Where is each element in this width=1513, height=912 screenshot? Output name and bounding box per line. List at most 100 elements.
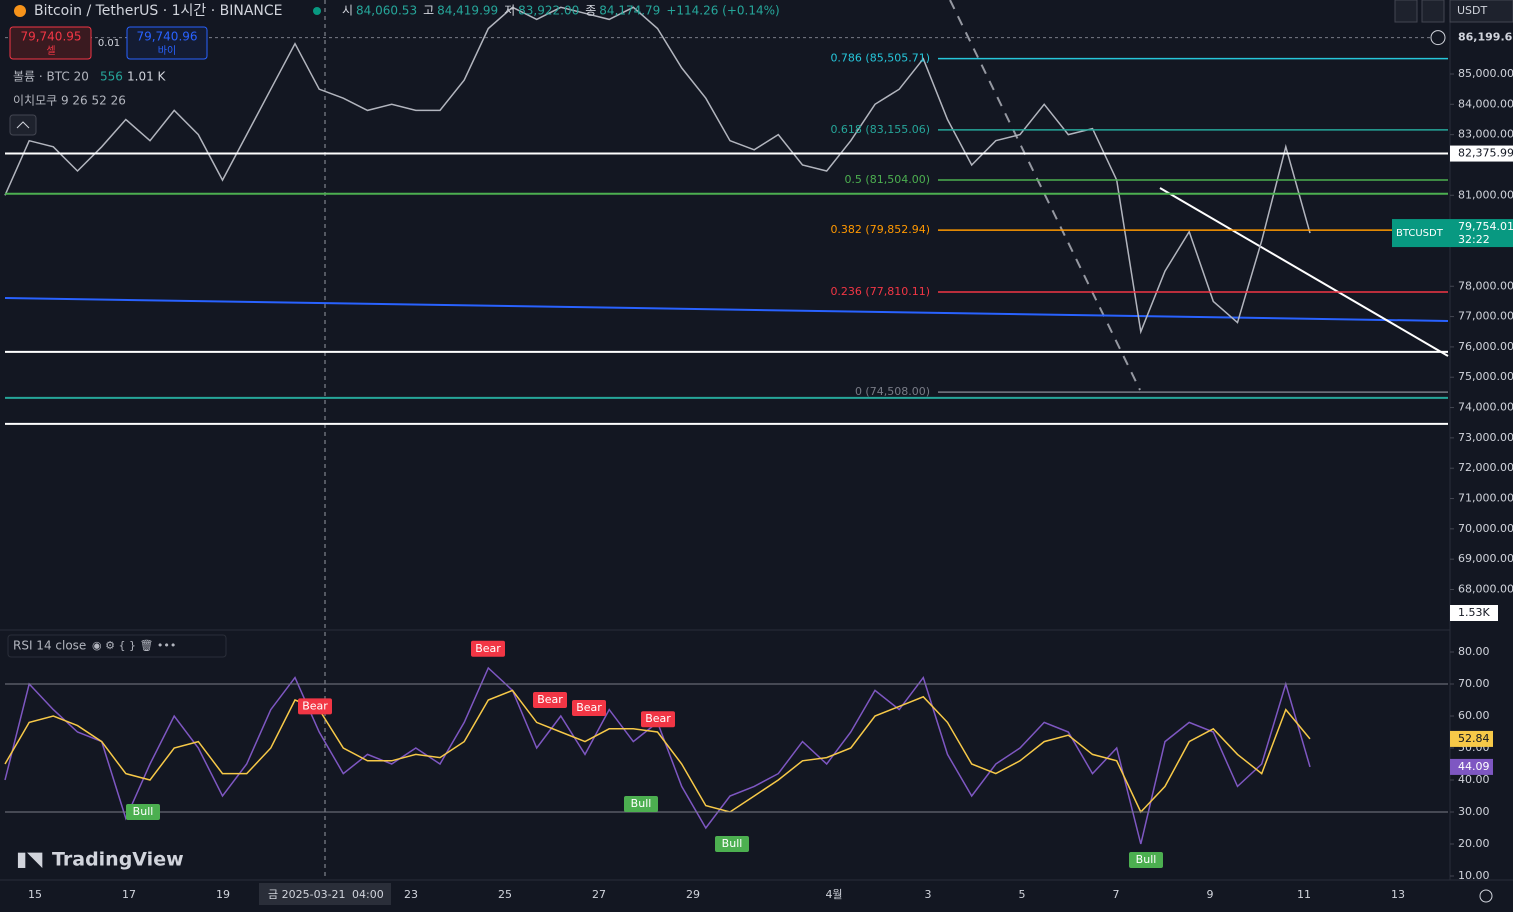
signal-label: Bear [537, 693, 563, 706]
signal-box [1129, 852, 1163, 868]
status-dot [313, 7, 321, 15]
x-tick-label: 19 [216, 888, 230, 901]
coin-icon [14, 5, 26, 17]
signal-box [641, 711, 675, 728]
collapse-button[interactable] [9, 114, 37, 136]
y-tick-label: 72,000.00 [1458, 461, 1513, 474]
signal-label: Bear [645, 712, 671, 725]
y-tick-label: 77,000.00 [1458, 310, 1513, 323]
y-tick-label: 73,000.00 [1458, 431, 1513, 444]
signal-box [471, 640, 505, 657]
crosshair-date: 금 2025-03-21 [268, 888, 346, 901]
signal-box [298, 698, 332, 715]
y-tick-label: 74,000.00 [1458, 401, 1513, 414]
y-tick-label: 78,000.00 [1458, 279, 1513, 292]
fib-label: 0.5 (81,504.00) [844, 173, 930, 186]
last-price-tag [1392, 219, 1513, 248]
y-tick-label: 69,000.00 [1458, 552, 1513, 565]
buy-label: 바이 [158, 45, 176, 57]
x-tick-label: 9 [1207, 888, 1214, 901]
spread: 0.01 [98, 38, 120, 49]
crosshair-time: 04:00 [352, 888, 384, 901]
ohlc-key: 저 [504, 4, 515, 18]
legend-icons[interactable]: ◉ ⚙ { } 🗑 ••• [92, 639, 176, 652]
y-tick-label: 70,000.00 [1458, 522, 1513, 535]
sell-button[interactable] [9, 26, 92, 60]
countdown: 32:22 [1458, 233, 1490, 246]
x-tick-label: 25 [498, 888, 512, 901]
volume-tag-label: 1.53K [1458, 606, 1490, 619]
refresh-button[interactable] [1421, 0, 1445, 23]
x-tick-label: 17 [122, 888, 136, 901]
volume-name: 볼륨 · BTC 20 [13, 70, 89, 84]
price-tag [1450, 145, 1513, 162]
currency: USDT [1457, 4, 1488, 17]
rsi-tag-label: 52.84 [1458, 732, 1490, 745]
signal-label: Bull [631, 797, 652, 810]
brand: TradingView [52, 849, 184, 871]
x-tick-label: 27 [592, 888, 606, 901]
signal-label: Bear [475, 642, 501, 655]
rsi-name: RSI 14 close [13, 639, 86, 653]
volume-tag [1450, 605, 1498, 621]
rsi-tag [1450, 758, 1493, 775]
signal-label: Bull [133, 805, 154, 818]
sell-price: 79,740.95 [20, 30, 81, 44]
y-tick-label: 20.00 [1458, 837, 1490, 850]
signal-box [624, 796, 658, 812]
y-tick-label: 60.00 [1458, 709, 1490, 722]
ohlc-value: 84,060.53 [356, 4, 417, 18]
trend-line [1159, 187, 1449, 357]
y-tick-label: 30.00 [1458, 805, 1490, 818]
x-tick-label: 3 [925, 888, 932, 901]
ohlc-key: 시 [342, 4, 353, 18]
ohlc-key: 종 [585, 4, 596, 18]
ohlc-key: 고 [423, 4, 434, 18]
signal-label: Bull [1136, 853, 1157, 866]
fib-label: 0.236 (77,810.11) [830, 285, 930, 298]
y-tick-label: 71,000.00 [1458, 492, 1513, 505]
y-tick-label: 75,000.00 [1458, 370, 1513, 383]
fib-label: 0.786 (85,505.71) [830, 52, 930, 65]
y-tick-label: 40.00 [1458, 773, 1490, 786]
signal-box [533, 692, 567, 708]
ohlc-value: 84,174.79 [599, 4, 660, 18]
x-tick-label: 4월 [825, 888, 842, 901]
last-price-symbol: BTCUSDT [1396, 228, 1444, 239]
download-button[interactable] [1394, 0, 1418, 23]
add-button [1430, 30, 1446, 46]
brand: ▮◥ [16, 847, 43, 871]
signal-box [572, 700, 606, 716]
buy-price: 79,740.96 [136, 30, 197, 44]
trend-line [949, 0, 1141, 391]
y-tick-label: 10.00 [1458, 869, 1490, 882]
price-tag-label: 82,375.99 [1458, 147, 1513, 160]
rsi-tag [1450, 730, 1493, 747]
y-tick-label: 68,000.00 [1458, 582, 1513, 595]
signal-label: Bear [576, 701, 602, 714]
signal-label: Bear [302, 699, 328, 712]
y-tick-label: 84,000.00 [1458, 97, 1513, 110]
y-tick-label: 81,000.00 [1458, 188, 1513, 201]
y-tick-label: 80.00 [1458, 645, 1490, 658]
settings-icon [1479, 889, 1493, 903]
symbol: Bitcoin / TetherUS · 1시간 · BINANCE [34, 3, 283, 19]
volume-value: 556 [100, 70, 123, 84]
buy-button[interactable] [126, 26, 208, 60]
signal-label: Bull [722, 837, 743, 850]
y-tick-label: 76,000.00 [1458, 340, 1513, 353]
x-tick-label: 15 [28, 888, 42, 901]
y-tick-label: 83,000.00 [1458, 128, 1513, 141]
signal-box [126, 804, 160, 820]
y-tick-label: 85,000.00 [1458, 67, 1513, 80]
high-label: 86,199.67 [1458, 31, 1513, 44]
x-tick-label: 29 [686, 888, 700, 901]
x-tick-label: 13 [1391, 888, 1405, 901]
currency-select[interactable] [1449, 0, 1513, 23]
sell-label: 셀 [46, 45, 55, 57]
crosshair-label [259, 883, 391, 905]
last-price: 79,754.01 [1458, 220, 1513, 233]
ichimoku: 이치모쿠 9 26 52 26 [13, 94, 126, 108]
